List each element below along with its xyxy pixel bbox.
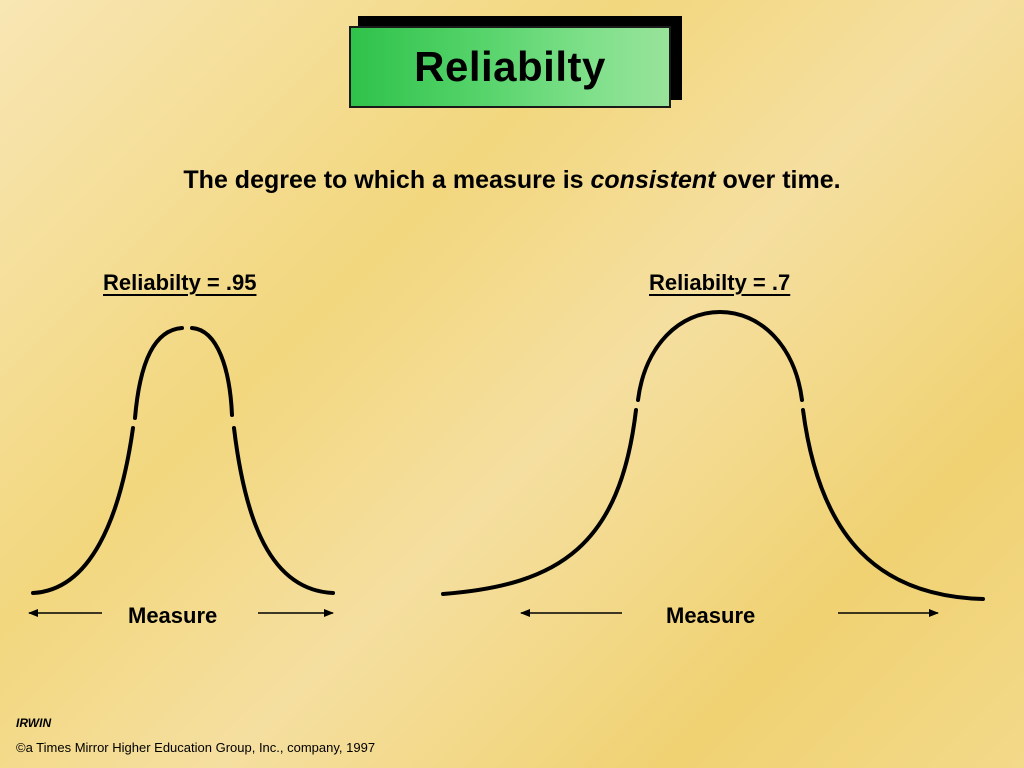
wide-bell-curve: [441, 309, 985, 601]
narrow-bell-curve: [31, 326, 335, 595]
definition-before: The degree to which a measure is: [183, 166, 591, 194]
right-measure-label: Measure: [666, 603, 756, 628]
right-reliability-label: Reliabilty = .7: [649, 270, 791, 295]
definition-emphasis: consistent: [590, 166, 716, 194]
publisher-logo: IRWIN: [16, 716, 52, 730]
slide-title: Reliabilty: [414, 43, 606, 90]
definition-after: over time.: [715, 166, 841, 194]
left-reliability-label: Reliabilty = .95: [103, 270, 257, 295]
left-measure-label: Measure: [128, 603, 218, 628]
title-box: Reliabilty: [349, 26, 671, 108]
copyright-notice: ©a Times Mirror Higher Education Group, …: [16, 740, 376, 755]
definition-text: The degree to which a measure is consist…: [0, 166, 1024, 195]
